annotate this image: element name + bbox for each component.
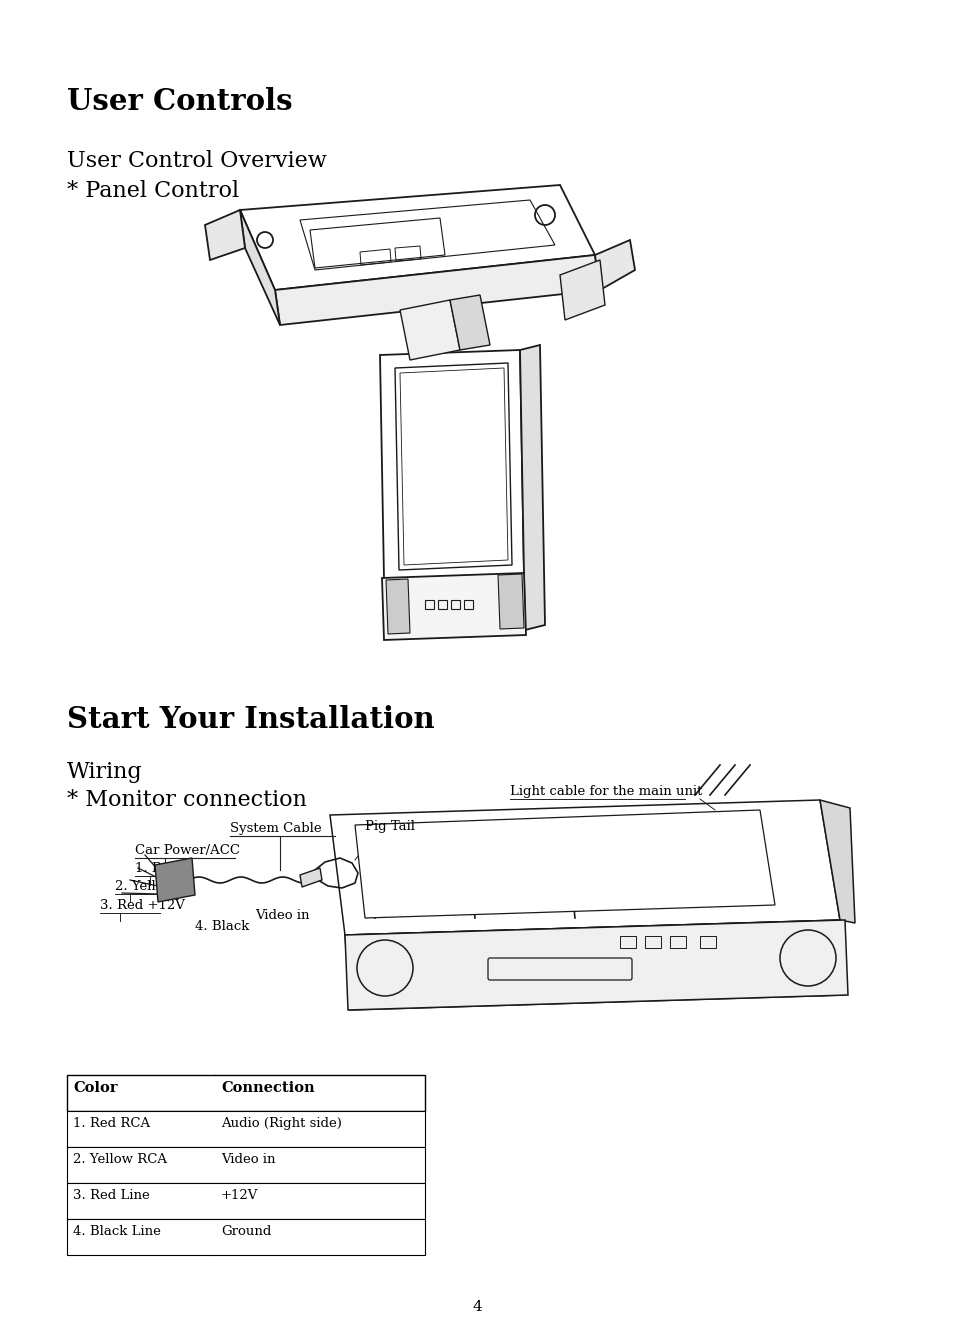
Bar xyxy=(67,1183,424,1219)
Bar xyxy=(619,936,636,948)
Polygon shape xyxy=(559,260,604,320)
Bar xyxy=(669,936,685,948)
Polygon shape xyxy=(386,579,410,634)
Bar xyxy=(463,599,473,609)
Bar xyxy=(67,1219,424,1255)
Bar xyxy=(67,1147,424,1183)
Text: Start Your Installation: Start Your Installation xyxy=(67,705,434,734)
Polygon shape xyxy=(381,573,525,639)
Polygon shape xyxy=(330,800,840,934)
Bar xyxy=(424,599,434,609)
Text: System Cable: System Cable xyxy=(230,822,321,834)
Text: Car Power/ACC: Car Power/ACC xyxy=(135,844,240,857)
Text: User Controls: User Controls xyxy=(67,87,293,116)
Text: Color: Color xyxy=(73,1081,117,1095)
Text: 2. Yellow: 2. Yellow xyxy=(115,880,174,893)
Polygon shape xyxy=(345,920,844,1011)
Text: * Panel Control: * Panel Control xyxy=(67,180,238,202)
Bar xyxy=(67,1111,424,1147)
Text: User Control Overview: User Control Overview xyxy=(67,150,326,171)
Bar xyxy=(644,936,660,948)
Text: Audio (Right side): Audio (Right side) xyxy=(221,1117,341,1129)
Polygon shape xyxy=(395,363,512,570)
Text: 4. Black: 4. Black xyxy=(194,920,249,933)
Polygon shape xyxy=(299,868,322,886)
Polygon shape xyxy=(595,240,635,290)
Polygon shape xyxy=(820,800,854,922)
Polygon shape xyxy=(345,920,847,1011)
Polygon shape xyxy=(205,210,245,260)
Text: 3. Red Line: 3. Red Line xyxy=(73,1189,150,1202)
Bar xyxy=(437,599,447,609)
Text: Wiring: Wiring xyxy=(67,761,142,782)
Polygon shape xyxy=(240,210,280,324)
Polygon shape xyxy=(519,344,544,630)
Text: Video in: Video in xyxy=(221,1153,275,1165)
Text: 2. Yellow RCA: 2. Yellow RCA xyxy=(73,1153,167,1165)
Text: 1. Red: 1. Red xyxy=(135,862,178,874)
Text: 4. Black Line: 4. Black Line xyxy=(73,1226,161,1238)
Polygon shape xyxy=(154,858,194,902)
Bar xyxy=(700,936,716,948)
Text: 3. Red +12V: 3. Red +12V xyxy=(100,898,185,912)
Text: Video in: Video in xyxy=(254,909,309,922)
Bar xyxy=(67,1075,424,1111)
Polygon shape xyxy=(497,574,523,629)
Text: 1. Red RCA: 1. Red RCA xyxy=(73,1117,150,1129)
Polygon shape xyxy=(379,350,524,635)
Text: Light cable for the main unit: Light cable for the main unit xyxy=(510,785,701,798)
Polygon shape xyxy=(399,300,459,360)
Text: * Monitor connection: * Monitor connection xyxy=(67,789,306,810)
Polygon shape xyxy=(240,186,595,290)
Text: Connection: Connection xyxy=(221,1081,314,1095)
Text: 4: 4 xyxy=(472,1300,481,1314)
Polygon shape xyxy=(450,295,490,350)
Polygon shape xyxy=(355,810,774,918)
Bar xyxy=(451,599,459,609)
Text: Pig Tail: Pig Tail xyxy=(365,820,415,833)
Polygon shape xyxy=(274,255,599,324)
Text: +12V: +12V xyxy=(221,1189,258,1202)
Text: Ground: Ground xyxy=(221,1226,271,1238)
